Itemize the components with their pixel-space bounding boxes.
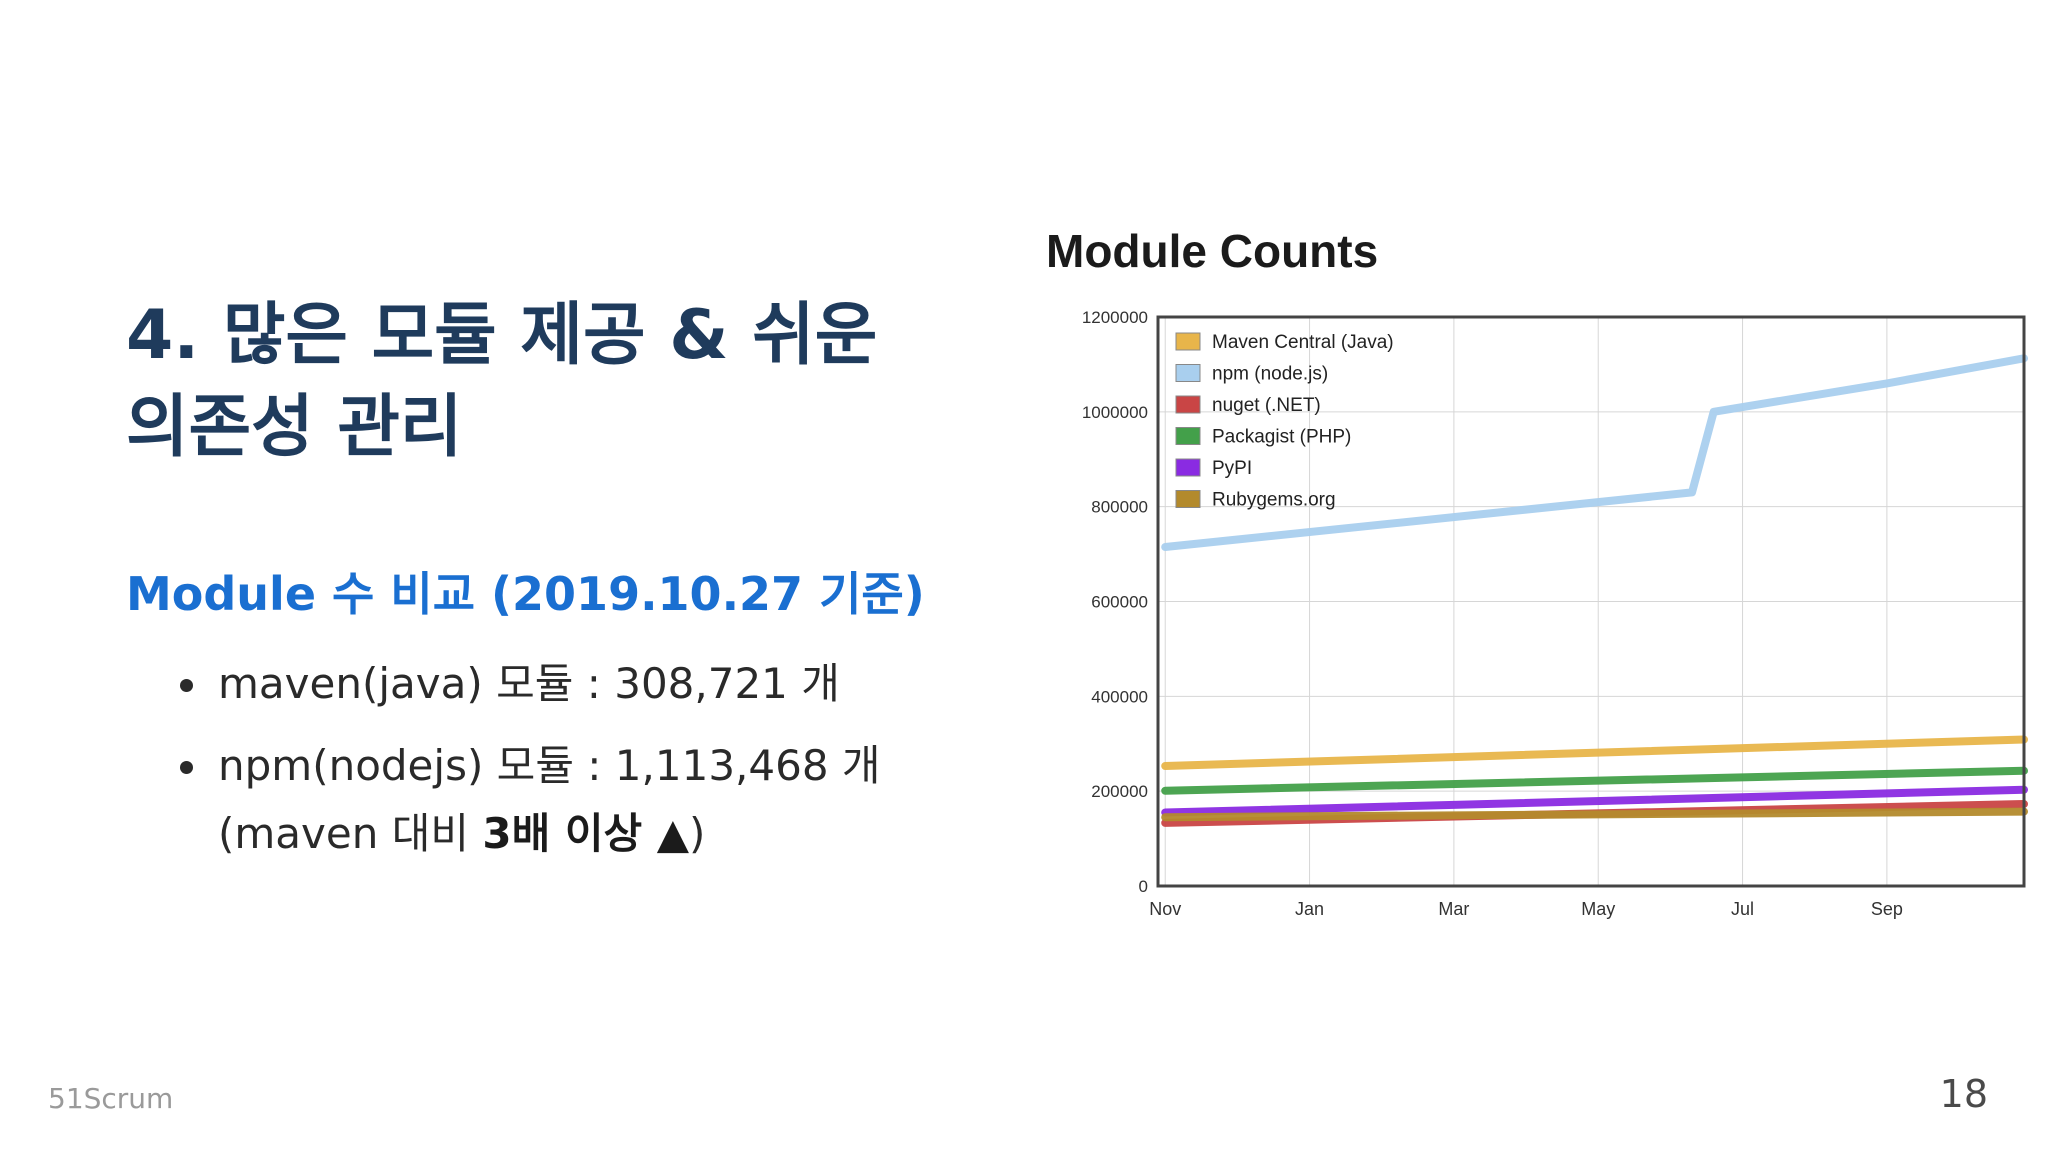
y-tick-label: 1000000	[1082, 403, 1148, 422]
legend-entry: nuget (.NET)	[1212, 395, 1321, 416]
subheading: Module 수 비교 (2019.10.27 기준)	[126, 567, 925, 621]
bullet-text-maven: maven(java) 모듈 : 308,721 개	[218, 659, 840, 708]
plot-border	[1156, 315, 2026, 888]
bullet-dot-icon	[180, 679, 193, 692]
y-tick-label: 800000	[1091, 498, 1148, 517]
series-line	[1161, 354, 2028, 551]
series-line	[1161, 766, 2028, 795]
chart-title: Module Counts	[1046, 225, 1379, 277]
legend-entry: Packagist (PHP)	[1212, 427, 1351, 448]
y-tick-label: 0	[1139, 877, 1148, 896]
title-line-1: 4. 많은 모듈 제공 & 쉬운	[126, 296, 878, 375]
series-line	[1161, 785, 2028, 817]
legend-entry: Rubygems.org	[1212, 490, 1336, 511]
title-line-2: 의존성 관리	[126, 388, 463, 467]
y-tick-label: 600000	[1091, 593, 1148, 612]
legend-swatch	[1175, 364, 1201, 382]
bullet-text-npm: npm(nodejs) 모듈 : 1,113,468 개	[218, 741, 881, 790]
y-tick-label: 200000	[1091, 782, 1148, 801]
series-line	[1161, 735, 2028, 770]
y-tick-label: 1200000	[1082, 308, 1148, 327]
x-tick-label: Mar	[1438, 899, 1469, 919]
x-tick-label: Jan	[1295, 899, 1324, 919]
x-tick-label: Jul	[1731, 899, 1754, 919]
footer-brand: 51Scrum	[48, 1082, 174, 1115]
bullet-note-suffix: )	[689, 809, 706, 858]
bullet-dot-icon	[180, 761, 193, 774]
series-line	[1161, 807, 2028, 822]
x-tick-label: Nov	[1149, 899, 1181, 919]
bullet-note: (maven 대비 3배 이상 ▲)	[218, 800, 926, 868]
legend-swatch	[1175, 458, 1201, 477]
x-tick-label: May	[1581, 899, 1615, 919]
legend-entry: PyPI	[1212, 458, 1252, 479]
legend-swatch	[1175, 332, 1201, 351]
bullet-note-prefix: (maven 대비	[218, 809, 483, 858]
slide-title: 4. 많은 모듈 제공 & 쉬운 의존성 관리	[126, 290, 906, 474]
page-number: 18	[1939, 1072, 1988, 1116]
bullet-item: maven(java) 모듈 : 308,721 개	[126, 650, 926, 718]
legend-entry: npm (node.js)	[1212, 364, 1328, 385]
legend-swatch	[1175, 427, 1201, 445]
bullet-item: npm(nodejs) 모듈 : 1,113,468 개 (maven 대비 3…	[126, 732, 926, 868]
x-tick-label: Sep	[1871, 899, 1903, 919]
bullet-note-emphasis: 3배 이상 ▲	[482, 809, 690, 858]
bullet-list: maven(java) 모듈 : 308,721 개 npm(nodejs) 모…	[126, 650, 926, 882]
legend-swatch	[1175, 395, 1201, 414]
module-counts-chart: 0 200000 400000 600000 800000 1000000 1200000 N…	[1082, 308, 2028, 919]
legend-swatch	[1175, 490, 1201, 508]
y-tick-label: 400000	[1091, 687, 1148, 706]
legend-entry: Maven Central (Java)	[1212, 332, 1394, 353]
